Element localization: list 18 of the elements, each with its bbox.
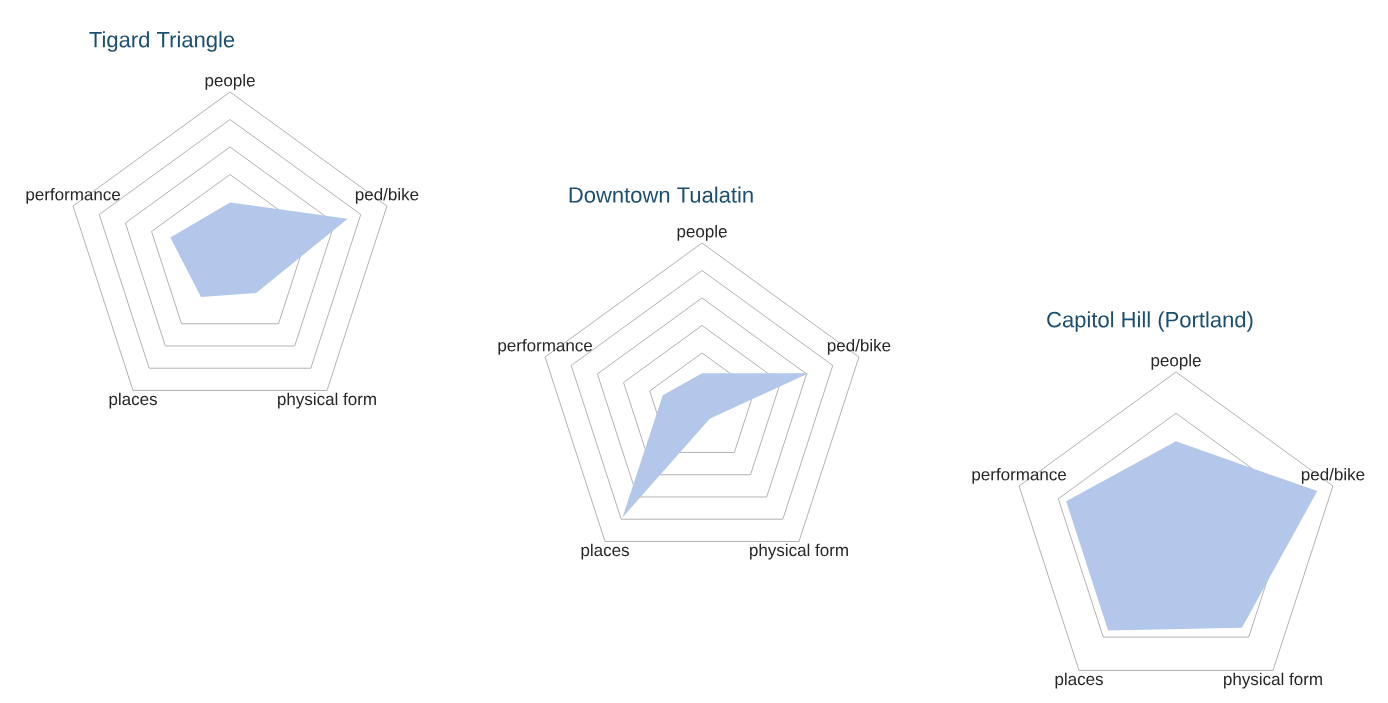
- spoke-label: people: [205, 73, 255, 90]
- chart-title: Tigard Triangle: [89, 31, 235, 52]
- spoke-label: performance: [972, 467, 1067, 484]
- spoke-label: places: [581, 543, 629, 560]
- spoke-label: people: [1151, 353, 1201, 370]
- spoke-label: ped/bike: [827, 338, 891, 355]
- chart-title: Downtown Tualatin: [569, 186, 753, 203]
- chart-title: Capitol Hill (Portland): [1047, 311, 1253, 332]
- spoke-label: ped/bike: [1301, 467, 1365, 484]
- spoke-label: places: [109, 392, 157, 409]
- spoke-label: performance: [26, 187, 121, 204]
- spoke-label: places: [1055, 672, 1103, 689]
- spoke-label: ped/bike: [355, 187, 419, 204]
- spoke-label: physical form: [750, 543, 848, 560]
- spoke-label: performance: [498, 338, 593, 355]
- spoke-label: physical form: [278, 392, 376, 409]
- spoke-label: physical form: [1224, 672, 1322, 689]
- spoke-label: people: [677, 224, 727, 241]
